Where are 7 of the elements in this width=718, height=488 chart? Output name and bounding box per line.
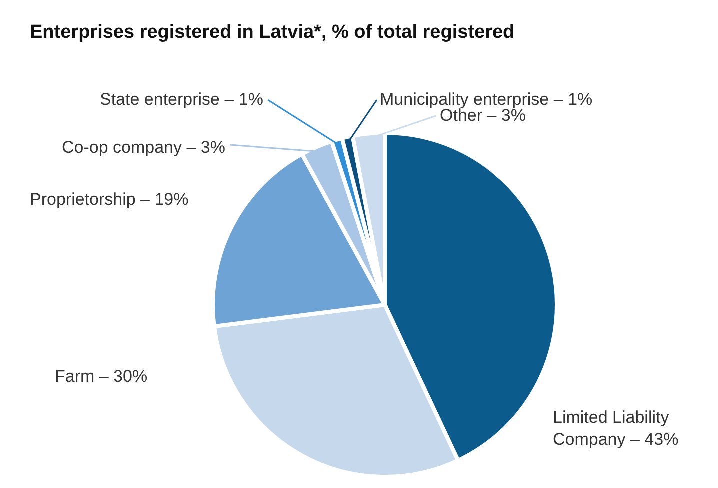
slice-label: State enterprise – 1%: [100, 90, 264, 109]
slice-label: Co-op company – 3%: [62, 138, 226, 157]
slice-label: Limited Liability Company – 43%: [553, 408, 679, 449]
chart-title: Enterprises registered in Latvia*, % of total registered: [30, 22, 515, 43]
slice-label: Municipality enterprise – 1%: [380, 90, 593, 109]
slice-label: Farm – 30%: [55, 367, 148, 386]
slice-label: Proprietorship – 19%: [30, 190, 189, 209]
